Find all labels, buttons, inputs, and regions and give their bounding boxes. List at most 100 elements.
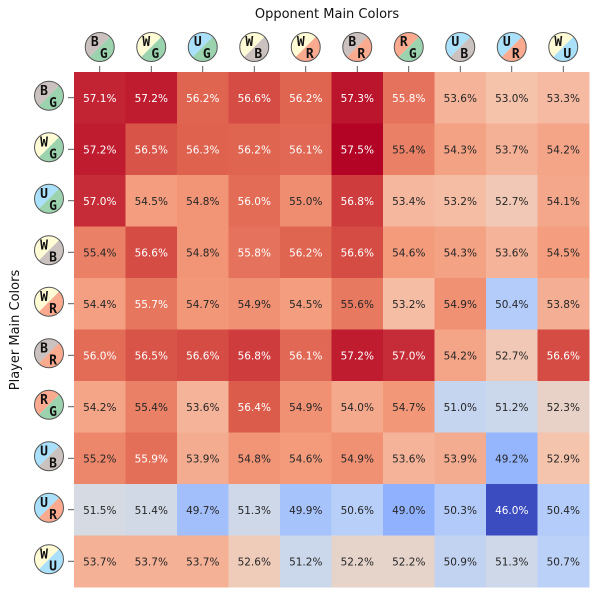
column-badge-WU: WU — [548, 32, 579, 62]
cell-value-label: 53.3% — [547, 93, 580, 105]
heatmap-cell — [383, 381, 435, 433]
cell-value-label: 56.6% — [238, 93, 271, 105]
badge-second-color-half — [38, 497, 64, 523]
heatmap-cell — [228, 432, 281, 485]
cell-value-label: 56.5% — [135, 144, 168, 156]
heatmap-cell — [434, 175, 487, 227]
badge-letter: W — [40, 135, 48, 150]
badge-letter: G — [49, 199, 57, 214]
cell-value-label: 56.2% — [289, 247, 322, 259]
heatmap-cell — [177, 432, 229, 485]
cell-value-label: 56.3% — [186, 144, 219, 156]
badge-first-color-half — [239, 32, 265, 58]
cell-value-label: 54.5% — [135, 196, 168, 208]
badge-second-color-half — [38, 548, 64, 574]
heatmap-cell — [177, 381, 229, 433]
cell-value-label: 57.1% — [83, 93, 116, 105]
badge-second-color-half — [140, 36, 166, 62]
badge-second-color-half — [38, 394, 64, 420]
badge-letter: R — [357, 47, 365, 62]
badge-second-color-half — [243, 36, 269, 62]
heatmap-cell — [537, 381, 590, 433]
heatmap-cell — [177, 329, 229, 382]
badge-second-color-half — [346, 36, 372, 62]
badge-letter: R — [400, 35, 408, 50]
badge-letter: U — [563, 47, 571, 62]
heatmap-cell — [74, 278, 126, 330]
badge-letter: G — [203, 47, 211, 62]
heatmap-cell — [383, 123, 435, 176]
cell-value-label: 53.6% — [444, 93, 477, 105]
heatmap-cell — [125, 226, 178, 279]
badge-first-color-half — [136, 32, 162, 58]
badge-outline — [34, 492, 64, 523]
heatmap-cell — [177, 72, 229, 124]
cell-value-label: 49.9% — [289, 505, 322, 517]
heatmap-cell — [537, 72, 590, 124]
cell-value-label: 53.9% — [186, 453, 219, 465]
badge-letter: B — [40, 341, 48, 356]
badge-letter: G — [151, 47, 159, 62]
heatmap-cell — [383, 226, 435, 279]
row-badge-WR: WR — [34, 286, 64, 317]
badge-second-color-half — [192, 36, 218, 62]
column-badge-RG: RG — [393, 32, 424, 62]
heatmap-cell — [228, 329, 281, 382]
cell-value-label: 53.2% — [392, 299, 425, 311]
cell-value-label: 57.2% — [135, 93, 168, 105]
cell-value-label: 52.2% — [392, 556, 425, 568]
cell-value-label: 56.6% — [186, 350, 219, 362]
badge-second-color-half — [449, 36, 475, 62]
cell-value-label: 50.9% — [444, 556, 477, 568]
cell-value-label: 53.4% — [392, 196, 425, 208]
badge-letter: U — [40, 444, 48, 459]
cell-value-label: 56.6% — [547, 350, 580, 362]
cell-value-label: 54.8% — [186, 196, 219, 208]
row-badge-BG: BG — [34, 80, 64, 111]
badge-outline — [342, 32, 373, 62]
badge-letter: B — [348, 35, 356, 50]
heatmap-cell — [486, 123, 538, 176]
heatmap-cell — [74, 72, 126, 124]
badge-first-color-half — [34, 390, 60, 416]
badge-letter: B — [460, 47, 468, 62]
cell-value-label: 50.6% — [341, 505, 374, 517]
cell-value-label: 51.4% — [135, 505, 168, 517]
row-badge-WB: WB — [34, 235, 64, 266]
heatmap-cell — [125, 484, 178, 536]
badge-letter: W — [297, 35, 305, 50]
column-badge-WG: WG — [136, 32, 167, 62]
heatmap-cell — [383, 535, 435, 588]
heatmap-cell — [280, 72, 332, 124]
cell-value-label: 55.8% — [392, 93, 425, 105]
column-badge-BG: BG — [84, 32, 115, 62]
heatmap-cell — [280, 226, 332, 279]
heatmap-cell — [331, 278, 384, 330]
heatmap-cell — [537, 535, 590, 588]
heatmap-cell — [228, 535, 281, 588]
cell-value-label: 55.2% — [83, 453, 116, 465]
heatmap-cell — [74, 484, 126, 536]
cell-value-label: 56.6% — [341, 247, 374, 259]
cell-value-label: 57.3% — [341, 93, 374, 105]
heatmap-cell — [434, 278, 487, 330]
heatmap-cell — [434, 72, 487, 124]
cell-value-label: 52.7% — [495, 350, 528, 362]
cell-value-label: 55.9% — [135, 453, 168, 465]
badge-letter: G — [100, 47, 108, 62]
cell-value-label: 53.8% — [547, 299, 580, 311]
heatmap-cell — [280, 432, 332, 485]
heatmap-cell — [228, 175, 281, 227]
badge-letter: B — [49, 456, 57, 471]
cell-value-label: 52.7% — [495, 196, 528, 208]
cell-value-label: 51.0% — [444, 402, 477, 414]
badge-letter: R — [49, 508, 57, 523]
heatmap-cell — [537, 278, 590, 330]
cell-value-label: 53.7% — [186, 556, 219, 568]
badge-first-color-half — [34, 544, 60, 570]
heatmap-cell — [434, 226, 487, 279]
heatmap-cell — [434, 432, 487, 485]
badge-first-color-half — [548, 32, 574, 58]
cell-value-label: 57.0% — [392, 350, 425, 362]
